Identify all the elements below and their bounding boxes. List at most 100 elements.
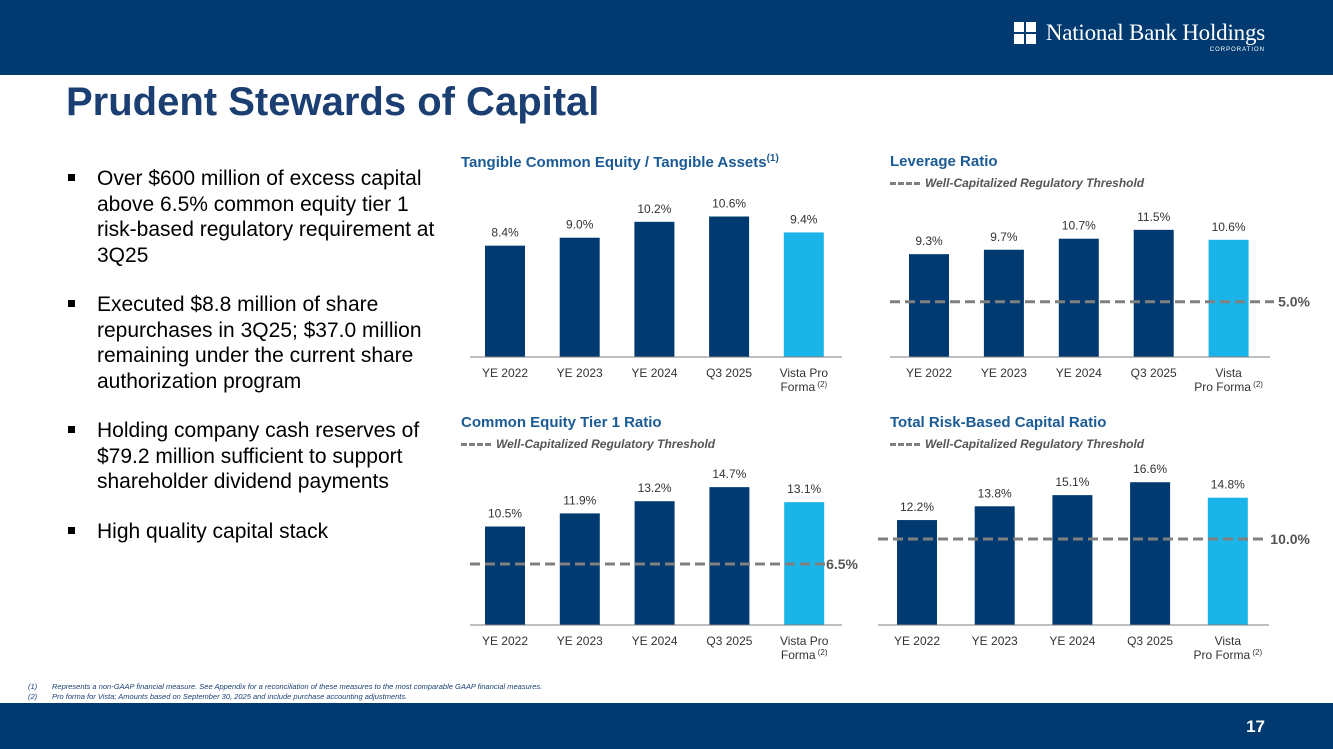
- category-label: Forma (2): [781, 648, 828, 662]
- category-label: YE 2023: [972, 634, 1018, 648]
- threshold-label: 5.0%: [1278, 294, 1310, 310]
- category-label: Vista: [1215, 634, 1242, 648]
- bar: [1130, 482, 1171, 625]
- chart-title-leverage: Leverage Ratio: [890, 153, 998, 170]
- logo-subtext: CORPORATION: [1209, 47, 1265, 53]
- data-label: 9.4%: [790, 212, 818, 226]
- bullet-text: Over $600 million of excess capital abov…: [97, 167, 435, 267]
- bar: [485, 245, 525, 357]
- data-label: 13.1%: [787, 482, 821, 496]
- data-label: 9.0%: [566, 218, 594, 232]
- data-label: 10.7%: [1062, 219, 1096, 233]
- category-label: YE 2024: [1049, 634, 1095, 648]
- chart-tce-ratio: 8.4% YE 2022 9.0% YE 2023 10.2% YE 2024 10.6% Q…: [470, 197, 842, 394]
- bullet-text: Holding company cash reserves of $79.2 m…: [97, 419, 420, 493]
- chart-title-cet1: Common Equity Tier 1 Ratio: [461, 414, 662, 431]
- chart-title-tce: Tangible Common Equity / Tangible Assets…: [461, 153, 779, 171]
- bar: [897, 520, 937, 625]
- data-label: 15.1%: [1055, 475, 1089, 489]
- data-label: 13.8%: [978, 486, 1012, 500]
- data-label: 11.5%: [1137, 210, 1170, 224]
- threshold-label: 6.5%: [826, 556, 858, 572]
- data-label: 8.4%: [491, 226, 519, 240]
- bar: [1133, 229, 1174, 357]
- bar: [634, 221, 675, 357]
- bullet-list: Over $600 million of excess capital abov…: [66, 166, 436, 568]
- category-label: Pro Forma (2): [1193, 648, 1262, 662]
- dashed-line-icon: [461, 442, 491, 446]
- data-label: 10.6%: [712, 197, 746, 211]
- data-label: 13.2%: [638, 481, 672, 495]
- chart-title-total-rbc: Total Risk-Based Capital Ratio: [890, 414, 1107, 431]
- bar: [909, 254, 949, 357]
- category-label: YE 2023: [981, 366, 1027, 380]
- data-label: 10.5%: [488, 507, 522, 521]
- data-label: 10.6%: [1212, 220, 1246, 234]
- data-label: 9.7%: [990, 230, 1018, 244]
- bar: [1208, 239, 1249, 357]
- footnotes: (1) Represents a non-GAAP financial measu…: [28, 682, 542, 702]
- bar: [485, 526, 525, 625]
- chart-total-rbc-ratio: 10.0% 12.2% YE 2022 13.8% YE 2023 15.1% YE 202…: [878, 462, 1311, 662]
- category-label: YE 2022: [482, 366, 528, 380]
- category-label: YE 2022: [894, 634, 940, 648]
- data-label: 14.7%: [712, 467, 746, 481]
- category-label: Vista: [1215, 366, 1242, 380]
- category-label: Forma (2): [780, 380, 827, 394]
- category-label: Vista Pro: [780, 634, 829, 648]
- bullet-square-icon: [68, 526, 75, 534]
- bar: [983, 249, 1024, 357]
- bullet-item: Executed $8.8 million of share repurchas…: [66, 292, 436, 394]
- bar: [559, 237, 600, 357]
- category-label: Vista Pro: [780, 366, 829, 380]
- bullet-square-icon: [68, 426, 75, 433]
- bar: [709, 216, 750, 357]
- data-label: 14.8%: [1211, 478, 1245, 492]
- bullet-item: High quality capital stack: [66, 519, 436, 545]
- page-number: 17: [1246, 717, 1265, 736]
- bullet-square-icon: [68, 174, 75, 181]
- dashed-line-icon: [890, 181, 920, 185]
- bar: [559, 513, 600, 625]
- bar: [783, 232, 824, 357]
- bar: [1207, 497, 1248, 625]
- bottom-banner: 17: [0, 703, 1333, 749]
- page-title: Prudent Stewards of Capital: [66, 80, 600, 124]
- threshold-label: 10.0%: [1270, 531, 1310, 547]
- category-label: Q3 2025: [706, 366, 752, 380]
- footnote: (2) Pro forma for Vista; Amounts based on…: [28, 692, 408, 701]
- data-label: 11.9%: [563, 493, 596, 507]
- dashed-line-icon: [890, 442, 920, 446]
- bar: [974, 506, 1015, 625]
- chart-legend-total-rbc: Well-Capitalized Regulatory Threshold: [890, 437, 1144, 451]
- category-label: Q3 2025: [1131, 366, 1177, 380]
- top-banner: National Bank Holdings CORPORATION: [0, 0, 1333, 75]
- chart-leverage-ratio: 5.0% 9.3% YE 2022 9.7% YE 2023 10.7% YE 2024 11…: [890, 210, 1311, 394]
- category-label: Pro Forma (2): [1194, 380, 1263, 394]
- category-label: YE 2024: [1056, 366, 1102, 380]
- chart-legend-cet1: Well-Capitalized Regulatory Threshold: [461, 437, 715, 451]
- bullet-text: High quality capital stack: [97, 519, 329, 543]
- category-label: YE 2023: [557, 634, 603, 648]
- data-label: 16.6%: [1133, 462, 1167, 476]
- category-label: YE 2024: [631, 366, 677, 380]
- bullet-text: Executed $8.8 million of share repurchas…: [97, 293, 422, 393]
- bar: [1058, 238, 1099, 357]
- data-label: 9.3%: [915, 234, 943, 248]
- footnote: (1) Represents a non-GAAP financial measu…: [28, 682, 543, 691]
- bullet-item: Holding company cash reserves of $79.2 m…: [66, 418, 436, 495]
- category-label: Q3 2025: [706, 634, 752, 648]
- category-label: YE 2022: [906, 366, 952, 380]
- chart-legend-leverage: Well-Capitalized Regulatory Threshold: [890, 176, 1144, 190]
- category-label: YE 2022: [482, 634, 528, 648]
- category-label: Q3 2025: [1127, 634, 1173, 648]
- bullet-item: Over $600 million of excess capital abov…: [66, 166, 436, 268]
- bullet-square-icon: [68, 300, 75, 307]
- category-label: YE 2023: [557, 366, 603, 380]
- bar: [1052, 495, 1093, 625]
- bar: [709, 487, 750, 625]
- logo-squares-icon: [1013, 22, 1036, 44]
- logo-text: National Bank Holdings: [1045, 20, 1265, 45]
- data-label: 10.2%: [637, 202, 671, 216]
- chart-cet1-ratio: 6.5% 10.5% YE 2022 11.9% YE 2023 13.2% YE 2024…: [470, 467, 859, 662]
